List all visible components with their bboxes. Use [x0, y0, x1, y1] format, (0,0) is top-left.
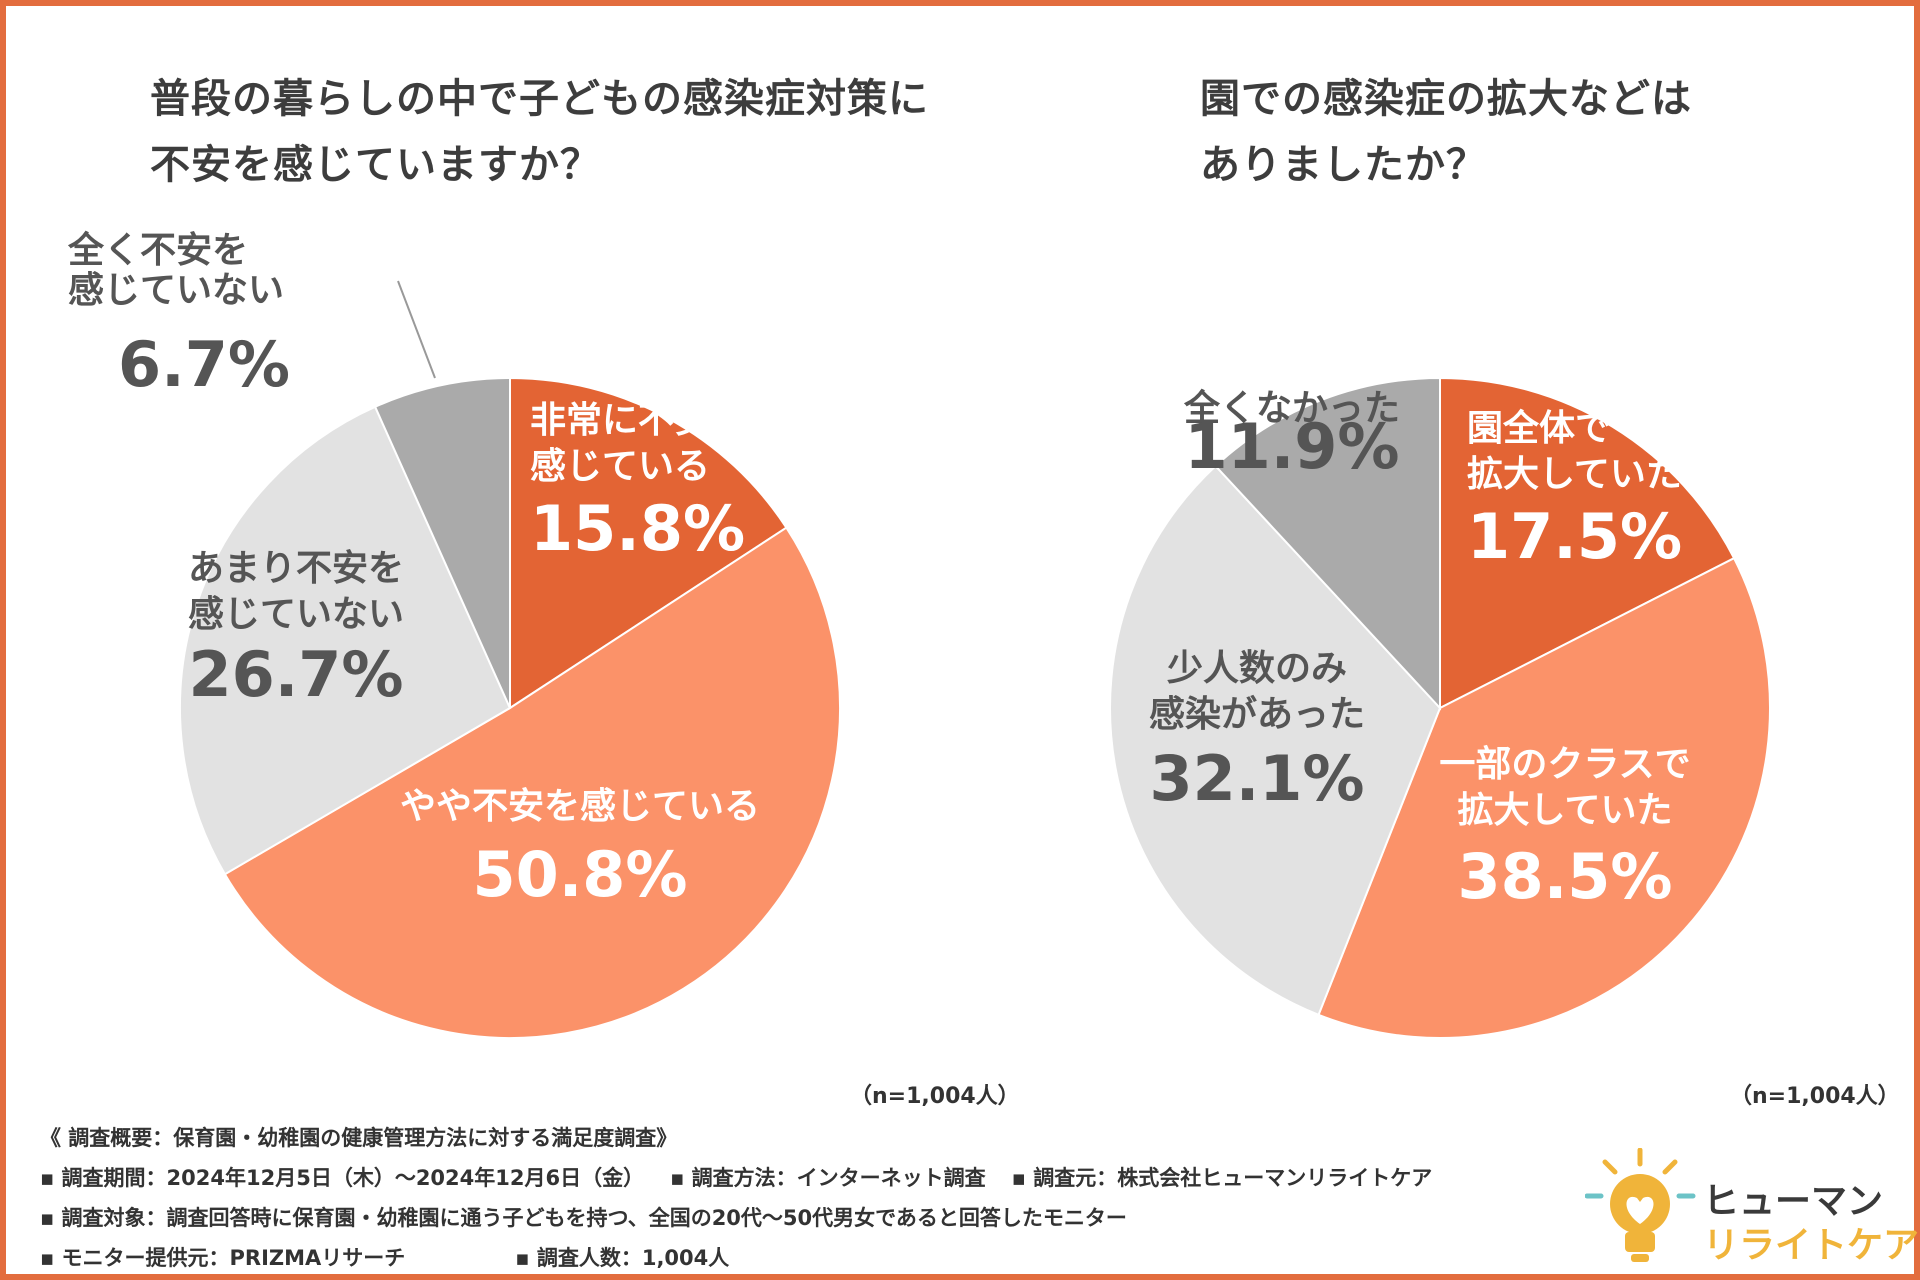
- pie-slice-0-0: [509, 376, 788, 710]
- chart-title-left: 普段の暮らしの中で子どもの感染症対策に 不安を感じていますか？: [150, 66, 950, 198]
- chart-title-right-line-1: 園での感染症の拡大などは: [1200, 76, 1692, 122]
- survey-method: ▪ 調査方法：インターネット調査: [670, 1166, 986, 1190]
- slice-value-1-2: 32.1%: [1149, 742, 1364, 815]
- logo-text-line-2: リライトケア: [1703, 1225, 1920, 1266]
- pie-slice-1-0: [1439, 376, 1736, 710]
- slice-value-0-0: 15.8%: [530, 492, 745, 565]
- slice-label-0-3-0: 全く不安を: [67, 229, 248, 271]
- survey-count: ▪ 調査人数：1,004人: [515, 1246, 730, 1270]
- slice-label-1-3-0: 全くなかった: [1183, 387, 1400, 429]
- slice-value-0-2: 26.7%: [188, 638, 403, 711]
- slice-value-1-0: 17.5%: [1467, 500, 1682, 573]
- slice-label-1-0-0: 園全体で: [1467, 407, 1611, 449]
- slice-label-0-1-0: やや不安を感じている: [400, 786, 760, 827]
- survey-summary-row-1: ▪ 調査期間：2024年12月5日（木）～2024年12月6日（金） ▪ 調査方法…: [40, 1158, 1580, 1198]
- pie-slice-0-1: [223, 526, 841, 1039]
- slice-label-1-1-1: 拡大していた: [1458, 790, 1673, 831]
- slice-value-0-1: 50.8%: [472, 838, 687, 911]
- slice-label-1-0-1: 拡大していた: [1467, 454, 1682, 495]
- slice-label-0-2-0: あまり不安を: [188, 548, 404, 589]
- slice-label-0-3-1: 感じていない: [68, 270, 284, 311]
- survey-summary-row-3: ▪ モニター提供元：PRIZMAリサーチ ▪ 調査人数：1,004人: [40, 1238, 1580, 1278]
- survey-source: ▪ 調査元：株式会社ヒューマンリライトケア: [1011, 1166, 1433, 1190]
- slice-value-0-3: 6.7%: [118, 328, 290, 401]
- pie-slice-1-2: [1109, 464, 1442, 1017]
- lightbulb-heart-icon: [1584, 1147, 1696, 1262]
- pie-slice-0-3: [373, 376, 511, 709]
- survey-provider: ▪ モニター提供元：PRIZMAリサーチ: [40, 1246, 406, 1270]
- slice-label-0-2-1: 感じていない: [188, 594, 404, 635]
- pie-slice-0-2: [179, 405, 512, 876]
- slice-value-1-1: 38.5%: [1457, 840, 1672, 913]
- pie-chart-left: 非常に不安を感じている15.8%やや不安を感じている50.8%あまり不安を感じて…: [67, 229, 841, 1039]
- pie-chart-right: 園全体で拡大していた17.5%一部のクラスで拡大していた38.5%少人数のみ感染…: [1109, 376, 1771, 1039]
- slice-value-1-3: 11.9%: [1184, 410, 1399, 483]
- pie-slice-1-3: [1214, 376, 1441, 711]
- leader-line-0-3: [397, 280, 436, 379]
- slice-label-1-1-0: 一部のクラスで: [1439, 744, 1690, 785]
- slice-label-0-0-0: 非常に不安を: [530, 400, 746, 441]
- survey-summary: 《 調査概要：保育園・幼稚園の健康管理方法に対する満足度調査》 ▪ 調査期間：2…: [40, 1118, 1580, 1278]
- logo-text-line-1: ヒューマン: [1703, 1181, 1884, 1222]
- chart-title-left-line-2: 不安を感じていますか？: [150, 142, 601, 188]
- chart-title-left-line-1: 普段の暮らしの中で子どもの感染症対策に: [150, 76, 929, 122]
- company-logo: ヒューマン リライトケア: [1584, 1147, 1919, 1268]
- pie-slice-1-1: [1317, 556, 1771, 1039]
- slice-label-1-2-0: 少人数のみ: [1167, 648, 1347, 689]
- slice-label-0-0-1: 感じている: [530, 446, 710, 487]
- survey-period: ▪ 調査期間：2024年12月5日（木）～2024年12月6日（金）: [40, 1166, 645, 1190]
- chart-title-right: 園での感染症の拡大などは ありましたか？: [1200, 66, 1880, 198]
- sample-size-right: （n=1,004人）: [1730, 1084, 1900, 1109]
- sample-size-left: （n=1,004人）: [850, 1084, 1020, 1109]
- chart-title-right-line-2: ありましたか？: [1200, 142, 1487, 188]
- survey-summary-title: 《 調査概要：保育園・幼稚園の健康管理方法に対する満足度調査》: [40, 1126, 678, 1150]
- slice-label-1-2-1: 感染があった: [1149, 694, 1365, 735]
- survey-target: ▪ 調査対象：調査回答時に保育園・幼稚園に通う子どもを持つ、全国の20代～50代…: [40, 1206, 1127, 1230]
